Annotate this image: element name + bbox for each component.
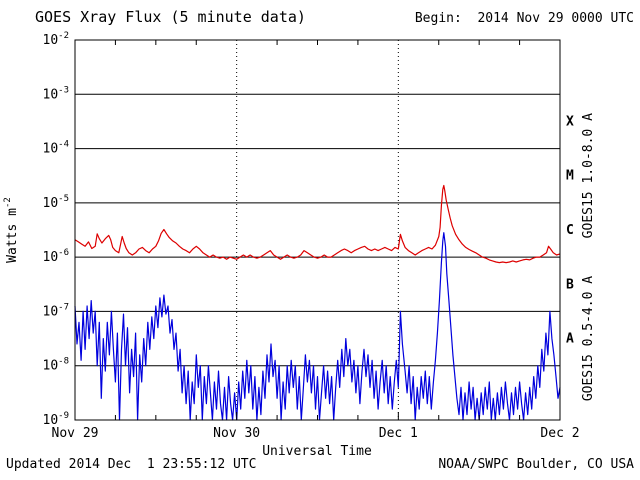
flare-class-letters: X M C B A <box>566 114 574 346</box>
right-axis-label: GOES15 0.5-4.0 A <box>581 276 596 401</box>
x-tick-label: Dec 1 <box>379 426 418 441</box>
chart-title: GOES Xray Flux (5 minute data) <box>35 8 306 26</box>
updated-label: Updated 2014 Dec 1 23:55:12 UTC <box>6 457 256 472</box>
right-axis-channel-labels: GOES15 1.0-8.0 A GOES15 0.5-4.0 A <box>581 113 596 401</box>
flare-class-letter: M <box>566 169 574 184</box>
x-axis-tick-labels: Nov 29 Nov 30 Dec 1 Dec 2 <box>52 426 580 441</box>
axis-ticks <box>74 40 561 420</box>
y-axis-label: Watts m-2 <box>3 197 20 263</box>
flare-class-letter: B <box>566 277 574 292</box>
flare-class-letter: C <box>566 223 574 238</box>
gridlines <box>75 40 560 420</box>
begin-label: Begin: 2014 Nov 29 0000 UTC <box>415 11 634 26</box>
flare-class-letter: A <box>566 332 574 347</box>
long-wave-flux-line <box>74 184 561 264</box>
x-tick-label: Nov 29 <box>52 426 99 441</box>
right-axis-label: GOES15 1.0-8.0 A <box>581 113 596 238</box>
flare-class-letter: X <box>566 114 574 129</box>
x-tick-label: Nov 30 <box>213 426 260 441</box>
x-tick-label: Dec 2 <box>540 426 579 441</box>
x-axis-label: Universal Time <box>262 444 372 459</box>
credit-label: NOAA/SWPC Boulder, CO USA <box>438 457 634 472</box>
